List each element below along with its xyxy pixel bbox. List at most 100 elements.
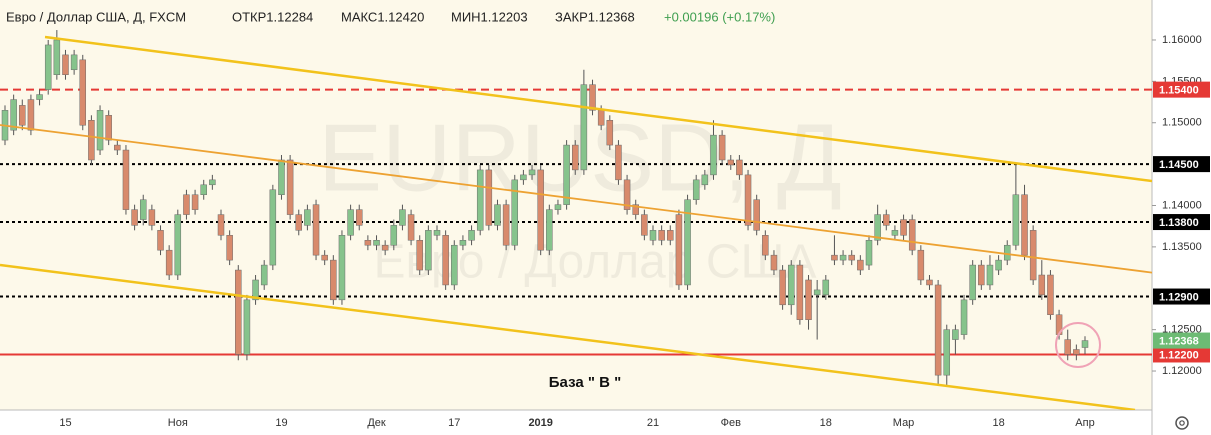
candle-body [330,259,337,301]
candle-body [615,144,622,181]
candle-body [88,120,95,161]
candle-body [53,39,61,75]
candle-body [502,204,510,246]
header-title: Евро / Доллар США, Д, FXCM [6,9,186,24]
y-tick-label: 1.13500 [1162,241,1202,253]
candle-body [908,219,916,251]
candle-body [874,214,881,241]
candles [1,30,1089,386]
candle-body [459,240,467,246]
candle-body [934,284,942,376]
candle-body [433,230,441,236]
candle-body [839,254,847,261]
candle-body [805,279,812,320]
candle-body [900,219,907,236]
candle-body [442,235,449,286]
level-label: 1.15400 [1159,85,1199,97]
candle-body [312,204,320,256]
candle-body [485,169,493,226]
candle-body [36,94,43,100]
candle-body [191,194,199,210]
candle-body [684,199,691,286]
candle-body [520,174,527,181]
y-tick-label: 1.12500 [1162,324,1202,336]
candle-body [347,209,354,236]
candle-body [787,264,795,306]
x-tick-label: Ноя [168,417,188,429]
candle-body [235,269,242,355]
candle-body [252,279,259,301]
x-tick-label: 18 [820,417,832,429]
candle-body [139,199,147,220]
candle-body [718,134,726,161]
candle-body [381,244,389,251]
candle-body [260,264,268,286]
candle-body [157,230,164,251]
x-tick-label: 19 [275,417,287,429]
settings-icon[interactable] [1175,416,1189,430]
candle-body [174,214,182,276]
header-close: ЗАКР1.12368 [555,9,635,24]
candle-body [269,189,277,266]
candle-body [96,110,104,151]
channel-lower [0,263,1136,410]
candle-body [200,184,207,195]
candle-body [1038,274,1046,296]
candle-body [917,249,925,281]
candle-body [995,259,1002,271]
time-axis-background [0,410,1152,435]
candle-body [105,115,112,141]
candle-body [10,99,17,131]
candle-body [891,230,899,236]
candle-body [19,105,26,126]
x-tick-label: 15 [59,417,71,429]
candle-body [399,209,406,226]
candle-body [1047,274,1054,315]
candle-body [883,214,890,226]
candle-body [667,230,674,241]
y-tick-label: 1.16000 [1162,34,1202,46]
candle-body [1003,244,1011,261]
candle-body [407,214,415,241]
candle-body [675,214,683,286]
channel-upper [44,35,1152,183]
header-change: +0.00196 (+0.17%) [664,9,775,24]
candle-body [295,214,303,231]
candle-body [416,240,423,271]
x-tick-label: 2019 [528,417,552,429]
candle-body [494,204,501,226]
candle-body [70,54,78,71]
candle-body [304,209,311,226]
candle-body [822,279,830,296]
candle-body [390,225,398,246]
candle-body [209,179,216,186]
candle-body [813,289,821,296]
candle-body [1073,349,1080,355]
candle-body [692,179,700,200]
price-axis: 1.120001.125001.135001.140001.150001.155… [1152,34,1210,377]
last-price-label: 1.12368 [1159,335,1199,347]
y-tick-label: 1.12000 [1162,365,1202,377]
candle-body [321,254,328,261]
level-label: 1.12900 [1159,291,1199,303]
candle-body [278,159,285,195]
candle-body [952,329,959,340]
candle-body [364,240,372,246]
candle-body [779,269,786,306]
candle-body [338,235,346,301]
candle-body [425,230,432,271]
candle-body [226,235,233,261]
candle-body [641,214,648,236]
candle-body [165,249,173,276]
candle-body [1029,230,1037,281]
level-label-box [1153,156,1210,173]
level-label: 1.12200 [1159,349,1199,361]
candle-body [857,259,864,271]
candle-body [744,174,752,226]
candle-body [727,159,735,166]
candle-body [597,110,605,126]
x-tick-label: 21 [647,417,659,429]
candle-body [969,264,976,301]
candle-body [848,254,855,261]
